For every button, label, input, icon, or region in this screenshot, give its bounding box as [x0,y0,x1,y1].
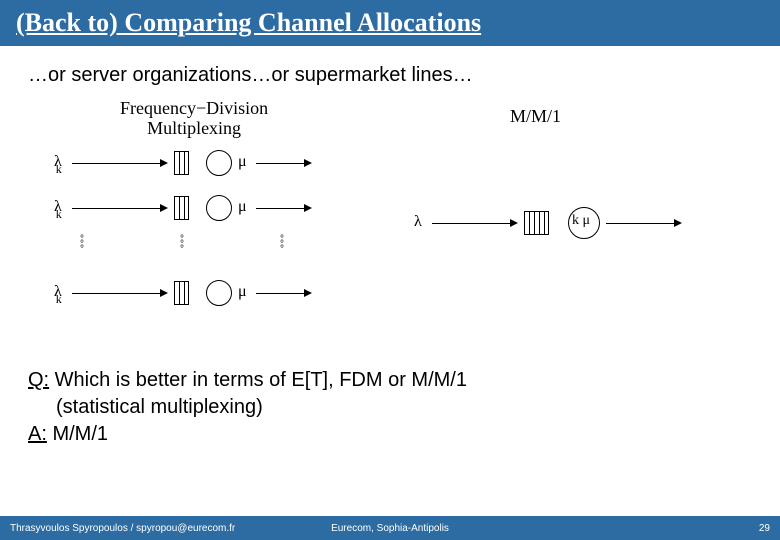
page-title: (Back to) Comparing Channel Allocations [16,8,764,38]
fdm-row-1: λ k μ [60,149,300,189]
kmu-label: k μ [572,213,590,229]
arrow-out-head-icon [304,159,312,167]
mu-label: μ [238,198,247,216]
fdm-row-k: λ k μ [60,279,300,319]
server-circle [206,150,232,176]
q-text1: Which is better in terms of E[T], FDM or… [49,369,467,391]
mu-label: μ [238,153,247,171]
subtitle: …or server organizations…or supermarket … [0,46,780,93]
mu-label: μ [238,283,247,301]
queue-fdm [174,151,189,175]
server-circle [206,280,232,306]
footer-center: Eurecom, Sophia-Antipolis [331,523,449,534]
q-label: Q: [28,369,49,391]
queue-mm1 [524,211,549,235]
queue-fdm [174,196,189,220]
arrow-line [72,163,162,164]
server-circle [206,195,232,221]
fdm-row-2: λ k μ [60,194,300,234]
lambda-label: λ [414,213,422,231]
title-bar: (Back to) Comparing Channel Allocations [0,0,780,46]
a-label: A: [28,423,47,445]
question-line1: Q: Which is better in terms of E[T], FDM… [28,367,752,394]
arrow-line [432,223,512,224]
vdots-right: °°° [280,237,284,252]
arrow-out-line [606,223,676,224]
footer: Thrasyvoulos Spyropoulos / spyropou@eure… [0,516,780,540]
fdm-title: Frequency−Division Multiplexing [120,99,268,139]
arrow-head-icon [160,289,168,297]
arrow-line [72,293,162,294]
arrow-head-icon [160,159,168,167]
arrow-out-line [256,293,306,294]
footer-right: 29 [759,523,770,534]
mm1-title: M/M/1 [510,107,561,127]
vdots-mid: °°° [180,237,184,252]
mm1-unit: λ k μ [420,209,720,249]
answer-line: A: M/M/1 [28,421,752,448]
qa-block: Q: Which is better in terms of E[T], FDM… [0,359,780,448]
question-line2: (statistical multiplexing) [28,394,752,421]
diagram-area: Frequency−Division Multiplexing M/M/1 λ … [0,99,780,359]
arrow-head-icon [510,219,518,227]
arrow-head-icon [160,204,168,212]
arrow-out-line [256,163,306,164]
a-text: M/M/1 [47,423,108,445]
arrow-out-head-icon [304,289,312,297]
fdm-title-line1: Frequency−Division [120,98,268,118]
arrow-out-head-icon [304,204,312,212]
arrow-out-head-icon [674,219,682,227]
queue-fdm [174,281,189,305]
vdots-left: °°° [80,237,84,252]
arrow-out-line [256,208,306,209]
lambda-k-label: λ k [54,283,72,301]
fdm-title-line2: Multiplexing [147,118,241,138]
lambda-k-label: λ k [54,153,72,171]
lambda-k-label: λ k [54,198,72,216]
arrow-line [72,208,162,209]
footer-left: Thrasyvoulos Spyropoulos / spyropou@eure… [10,523,235,534]
